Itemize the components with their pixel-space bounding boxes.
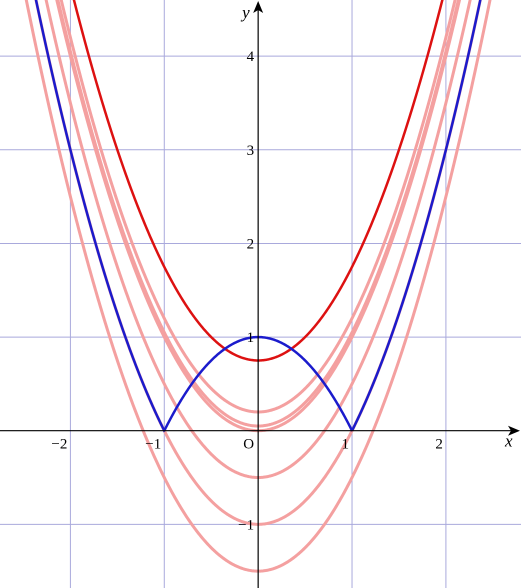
- x-tick-label: −1: [145, 437, 161, 453]
- y-tick-label: 2: [247, 236, 255, 252]
- y-tick-label: −1: [238, 517, 254, 533]
- y-tick-label: 4: [247, 49, 255, 65]
- y-tick-label: 3: [247, 143, 255, 159]
- tick-labels: −2 −1 1 2 −1 1 2 3 4 O x y: [51, 3, 513, 533]
- y-axis-label: y: [240, 3, 250, 22]
- origin-label: O: [243, 437, 254, 453]
- x-tick-label: −2: [51, 437, 67, 453]
- x-axis-arrow: [508, 425, 520, 436]
- x-axis-label: x: [504, 432, 513, 451]
- y-axis-arrow: [253, 1, 264, 13]
- x-tick-label: 1: [342, 437, 350, 453]
- x-tick-label: 2: [435, 437, 443, 453]
- y-tick-label: 1: [247, 330, 255, 346]
